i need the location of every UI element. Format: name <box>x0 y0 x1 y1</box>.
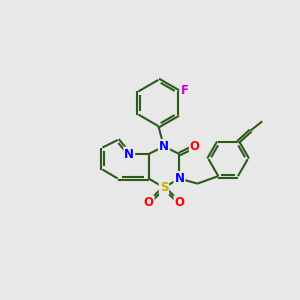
Text: N: N <box>174 172 184 185</box>
Text: O: O <box>144 196 154 209</box>
Text: O: O <box>190 140 200 153</box>
Text: N: N <box>159 140 169 153</box>
Text: F: F <box>181 84 189 97</box>
Text: S: S <box>160 181 168 194</box>
Text: N: N <box>124 148 134 160</box>
Text: O: O <box>174 196 184 209</box>
